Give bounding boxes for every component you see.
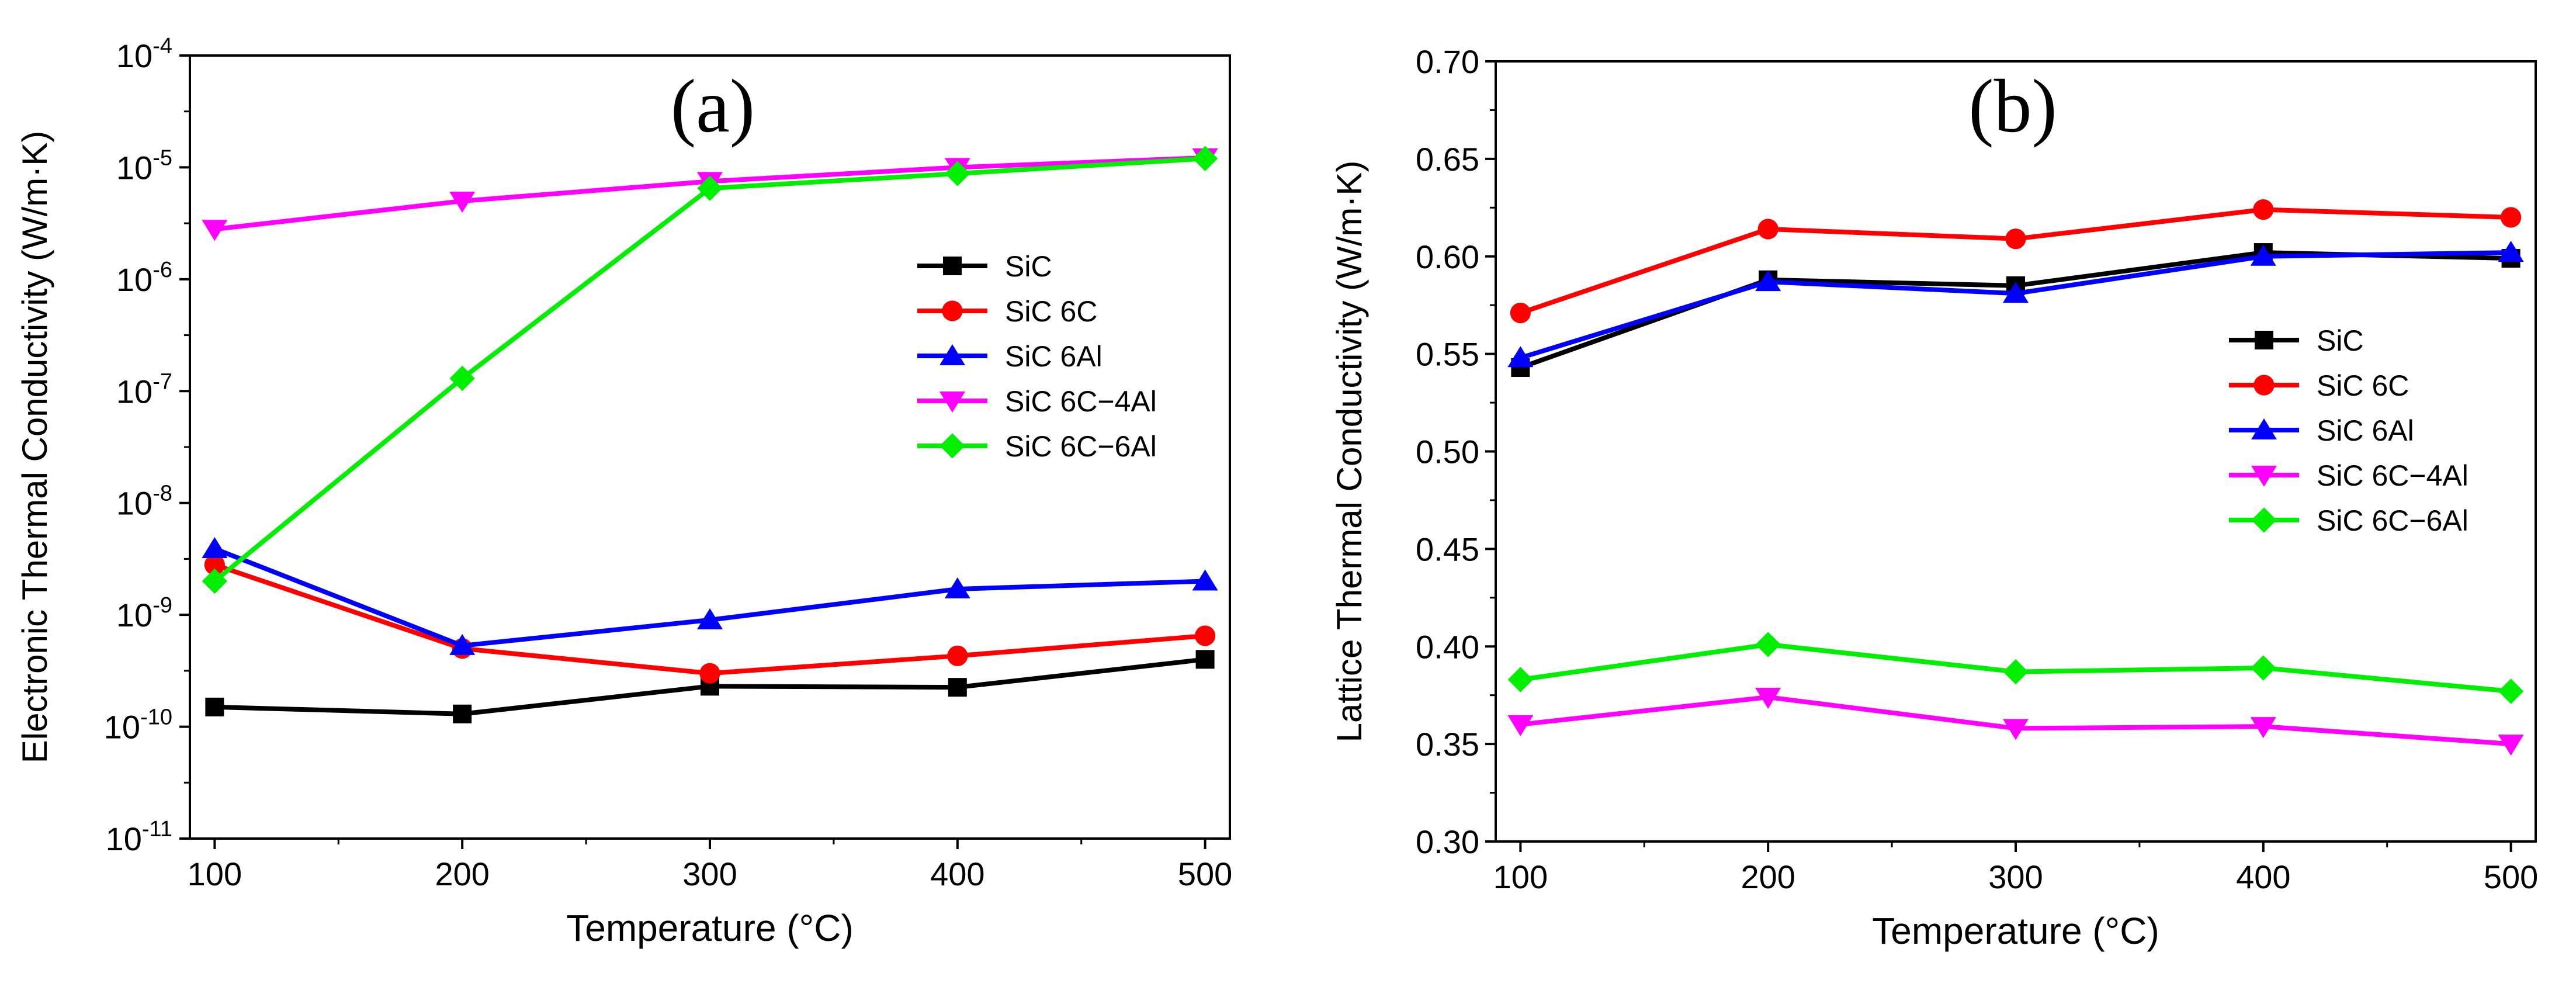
y-tick-label: 10-9	[116, 593, 172, 633]
data-point	[453, 705, 471, 723]
legend-marker	[2253, 375, 2274, 395]
x-tick-label: 200	[435, 856, 489, 892]
panel-label: (b)	[1968, 64, 2057, 148]
y-tick-label: 0.70	[1416, 43, 1479, 80]
data-point	[202, 537, 227, 558]
y-tick-label: 0.65	[1416, 141, 1479, 178]
legend-label: SiC 6C−4Al	[2317, 459, 2468, 492]
legend-marker	[2251, 507, 2276, 532]
series-sic-6al	[1507, 241, 2523, 367]
series-sic-6al	[202, 537, 1218, 655]
series-sic-6c	[1510, 199, 2521, 323]
y-tick-label: 0.45	[1416, 531, 1479, 567]
data-point	[699, 663, 720, 684]
data-point	[948, 678, 967, 697]
data-point	[205, 698, 224, 716]
figure: 100 200 300 400 500 10-11 10-10 10-9 10-8 10-7 10-…	[0, 0, 2576, 987]
legend-marker	[2255, 331, 2273, 349]
legend-label: SiC	[1005, 250, 1052, 283]
panel-label: (a)	[671, 64, 755, 148]
y-tick-label: 10-5	[116, 146, 172, 186]
y-axis-label: Lattice Thermal Conductivity (W/m·K)	[1330, 161, 1369, 743]
legend-label: SiC 6Al	[2317, 414, 2414, 447]
y-tick-label: 0.40	[1416, 628, 1479, 665]
legend-marker	[942, 300, 962, 321]
legend: SiC SiC 6C SiC 6Al SiC 6C−4Al SiC 6C−6Al	[2229, 324, 2468, 537]
x-tick-label: 100	[188, 856, 242, 892]
y-tick-label: 10-7	[116, 369, 172, 410]
series-sic-6c-6al	[1508, 632, 2523, 704]
data-point	[2498, 678, 2523, 704]
legend-label: SiC	[2317, 324, 2364, 357]
legend-label: SiC 6Al	[1005, 340, 1102, 373]
legend-label: SiC 6C−6Al	[2317, 504, 2468, 537]
legend-marker	[939, 433, 965, 458]
legend-label: SiC 6C	[2317, 369, 2409, 402]
x-tick-label: 100	[1493, 858, 1548, 895]
y-tick-label: 10-4	[116, 34, 172, 74]
x-tick-label: 400	[2236, 858, 2290, 895]
y-tick-label: 0.50	[1416, 434, 1479, 470]
data-point	[2251, 655, 2276, 680]
data-point	[1758, 219, 1778, 239]
legend-marker	[943, 257, 962, 275]
y-tick-label: 10-10	[104, 705, 172, 746]
legend: SiC SiC 6C SiC 6Al SiC 6C−4Al SiC 6C−6Al	[917, 250, 1157, 463]
data-point	[947, 646, 968, 666]
y-tick-label: 0.60	[1416, 238, 1479, 275]
legend-label: SiC 6C	[1005, 295, 1097, 328]
series-sic	[205, 650, 1214, 723]
y-tick-label: 0.30	[1416, 823, 1479, 860]
y-tick-label: 0.35	[1416, 726, 1479, 763]
x-tick-label: 500	[1178, 856, 1232, 892]
series-sic-6c-4al	[1507, 688, 2523, 756]
x-tick-label: 400	[930, 856, 984, 892]
legend-label: SiC 6C−4Al	[1005, 385, 1157, 418]
legend-label: SiC 6C−6Al	[1005, 430, 1157, 463]
x-axis-label: Temperature (°C)	[566, 907, 854, 949]
data-point	[1196, 650, 1215, 669]
y-tick-label: 0.55	[1416, 336, 1479, 373]
data-point	[1510, 303, 1531, 323]
data-point	[1756, 632, 1781, 657]
data-point	[2005, 228, 2026, 249]
data-point	[2253, 199, 2273, 220]
data-point	[2501, 207, 2521, 227]
data-point	[1195, 625, 1215, 646]
data-point	[2003, 659, 2028, 684]
x-tick-label: 500	[2484, 858, 2538, 895]
x-tick-label: 300	[682, 856, 737, 892]
x-tick-label: 200	[1741, 858, 1795, 895]
x-axis-label: Temperature (°C)	[1872, 910, 2159, 952]
series-line	[214, 549, 1205, 646]
x-tick-label: 300	[1988, 858, 2043, 895]
y-tick-label: 10-8	[116, 482, 172, 522]
y-tick-label: 10-6	[116, 258, 172, 298]
chart-panel-b: 100 200 300 400 500 0.30 0.35 0.40 0.45 0.50 0.55 0…	[1330, 43, 2538, 952]
chart-panel-a: 100 200 300 400 500 10-11 10-10 10-9 10-8 10-7 10-…	[15, 34, 1232, 949]
data-point	[1508, 667, 1533, 692]
y-axis-label: Electronic Thermal Conductivity (W/m·K)	[15, 131, 54, 763]
y-tick-label: 10-11	[106, 817, 172, 857]
